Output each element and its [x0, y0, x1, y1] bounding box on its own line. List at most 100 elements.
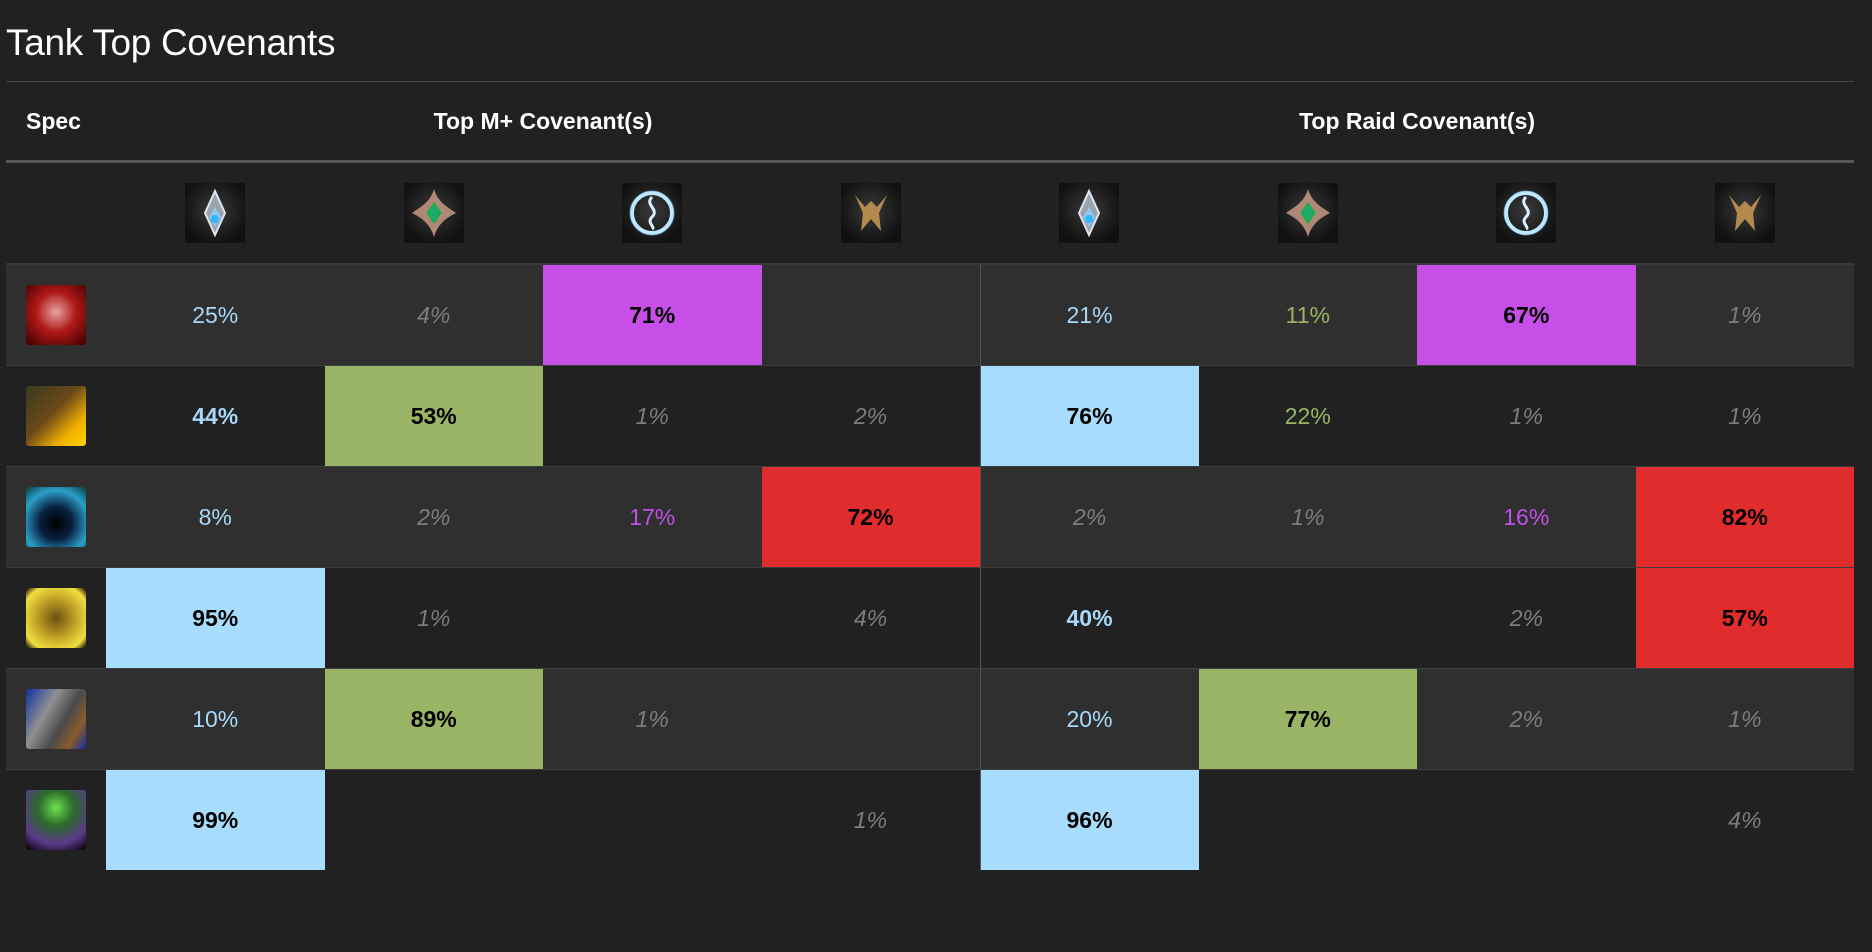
raid-kyrian-cell: 2% — [979, 466, 1199, 568]
mplus-night-fae-cell: 71% — [543, 264, 762, 366]
percentage-value: 4% — [853, 604, 888, 631]
venthyr-icon — [840, 183, 901, 243]
raid-venthyr-cell: 4% — [1635, 769, 1855, 870]
night-fae-icon — [1496, 183, 1557, 243]
raid-necrolord-cell: 22% — [1198, 365, 1418, 467]
prot-warrior-spec-icon — [26, 689, 86, 749]
mplus-venthyr-cell: 4% — [761, 567, 981, 669]
mplus-venthyr-cell — [761, 264, 981, 366]
kyrian-icon — [1059, 183, 1120, 243]
raid-kyrian-cell: 20% — [979, 668, 1199, 770]
mplus-venthyr-cell — [761, 668, 981, 770]
raid-night-fae-cell: 2% — [1417, 567, 1636, 669]
percentage-value: 1% — [1728, 402, 1762, 429]
raid-necrolord-cell — [1198, 769, 1418, 870]
percentage-value: 1% — [635, 705, 669, 732]
raid-necrolord-cell: 77% — [1198, 668, 1418, 770]
raid-kyrian-cell: 96% — [979, 769, 1199, 870]
table-body: 25% 4% 71% 21% 11% 67% 1% 44% 53% 1% 2% 76% 22% 1% 1% 8… — [6, 264, 1855, 870]
mplus-venthyr-cell: 72% — [761, 466, 981, 568]
raid-kyrian-cell: 40% — [979, 567, 1199, 669]
mplus-necrolord-cell: 53% — [324, 365, 543, 467]
mplus-night-fae-cell — [543, 769, 762, 870]
percentage-value: 17% — [629, 503, 676, 530]
night-fae-icon — [622, 183, 683, 243]
mplus-kyrian-cell: 95% — [106, 567, 325, 669]
percentage-value: 1% — [1728, 705, 1762, 732]
percentage-value: 2% — [1509, 705, 1543, 732]
mplus-venthyr-cell: 2% — [761, 365, 981, 467]
necrolord-icon — [403, 183, 464, 243]
percentage-value: 1% — [1728, 301, 1762, 328]
percentage-value: 25% — [192, 301, 239, 328]
raid-necrolord-cell — [1198, 567, 1418, 669]
percentage-value: 2% — [417, 503, 451, 530]
percentage-value: 1% — [853, 806, 888, 833]
percentage-value: 22% — [1284, 402, 1331, 429]
mplus-necrolord-cell — [324, 769, 543, 870]
percentage-value: 40% — [1066, 604, 1113, 631]
blood-dk-spec-icon — [26, 285, 86, 345]
header-mplus: Top M+ Covenant(s) — [106, 82, 981, 163]
raid-kyrian-cell: 76% — [979, 365, 1199, 467]
percentage-value: 44% — [192, 402, 239, 429]
percentage-value: 4% — [417, 301, 451, 328]
percentage-value: 4% — [1728, 806, 1762, 833]
mplus-kyrian-cell: 8% — [106, 466, 325, 568]
mplus-necrolord-cell: 89% — [324, 668, 543, 770]
title-divider — [6, 81, 1854, 82]
table-row: 25% 4% 71% 21% 11% 67% 1% — [6, 264, 1855, 366]
raid-kyrian-cell: 21% — [979, 264, 1199, 366]
covenant-icon-row — [6, 161, 1855, 265]
percentage-value: 1% — [1509, 402, 1543, 429]
percentage-value: 21% — [1066, 301, 1113, 328]
page-title: Tank Top Covenants — [6, 22, 336, 63]
mplus-night-fae-cell: 1% — [543, 365, 762, 467]
mplus-night-fae-cell: 17% — [543, 466, 762, 568]
table-row: 10% 89% 1% 20% 77% 2% 1% — [6, 668, 1855, 770]
raid-necrolord-cell: 1% — [1198, 466, 1418, 568]
mplus-kyrian-cell: 10% — [106, 668, 325, 770]
raid-venthyr-cell: 1% — [1635, 668, 1855, 770]
percentage-value: 1% — [635, 402, 669, 429]
mplus-kyrian-cell: 25% — [106, 264, 325, 366]
raid-night-fae-cell: 1% — [1417, 365, 1636, 467]
percentage-value: 8% — [198, 503, 232, 530]
mplus-necrolord-cell: 4% — [324, 264, 543, 366]
mplus-necrolord-cell: 1% — [324, 567, 543, 669]
mplus-night-fae-cell — [543, 567, 762, 669]
raid-night-fae-cell: 67% — [1417, 264, 1636, 366]
percentage-value: 1% — [1291, 503, 1325, 530]
guardian-spec-icon — [26, 487, 86, 547]
necrolord-icon — [1277, 183, 1338, 243]
mplus-kyrian-cell: 99% — [106, 769, 325, 870]
brewmaster-spec-icon — [26, 386, 86, 446]
mplus-night-fae-cell: 1% — [543, 668, 762, 770]
table-row: 95% 1% 4% 40% 2% 57% — [6, 567, 1855, 669]
percentage-value: 2% — [1509, 604, 1543, 631]
raid-night-fae-cell: 16% — [1417, 466, 1636, 568]
raid-necrolord-cell: 11% — [1198, 264, 1418, 366]
table-row: 44% 53% 1% 2% 76% 22% 1% 1% — [6, 365, 1855, 467]
percentage-value: 10% — [192, 705, 239, 732]
prot-paladin-spec-icon — [26, 588, 86, 648]
raid-night-fae-cell — [1417, 769, 1636, 870]
raid-venthyr-cell: 1% — [1635, 365, 1855, 467]
raid-venthyr-cell: 82% — [1635, 466, 1855, 568]
mplus-venthyr-cell: 1% — [761, 769, 981, 870]
percentage-value: 20% — [1066, 705, 1113, 732]
raid-venthyr-cell: 57% — [1635, 567, 1855, 669]
venthyr-icon — [1714, 183, 1775, 243]
vengeance-spec-icon — [26, 790, 86, 850]
table-row: 8% 2% 17% 72% 2% 1% 16% 82% — [6, 466, 1855, 568]
table-row: 99% 1% 96% 4% — [6, 769, 1855, 870]
percentage-value: 16% — [1503, 503, 1550, 530]
percentage-value: 2% — [1072, 503, 1107, 530]
header-spec: Spec — [6, 82, 106, 163]
percentage-value: 2% — [853, 402, 888, 429]
header-raid: Top Raid Covenant(s) — [980, 82, 1855, 163]
mplus-necrolord-cell: 2% — [324, 466, 543, 568]
table-header-row: Spec Top M+ Covenant(s) Top Raid Covenan… — [6, 82, 1855, 163]
kyrian-icon — [185, 183, 246, 243]
spec-icon-spacer — [6, 161, 106, 265]
